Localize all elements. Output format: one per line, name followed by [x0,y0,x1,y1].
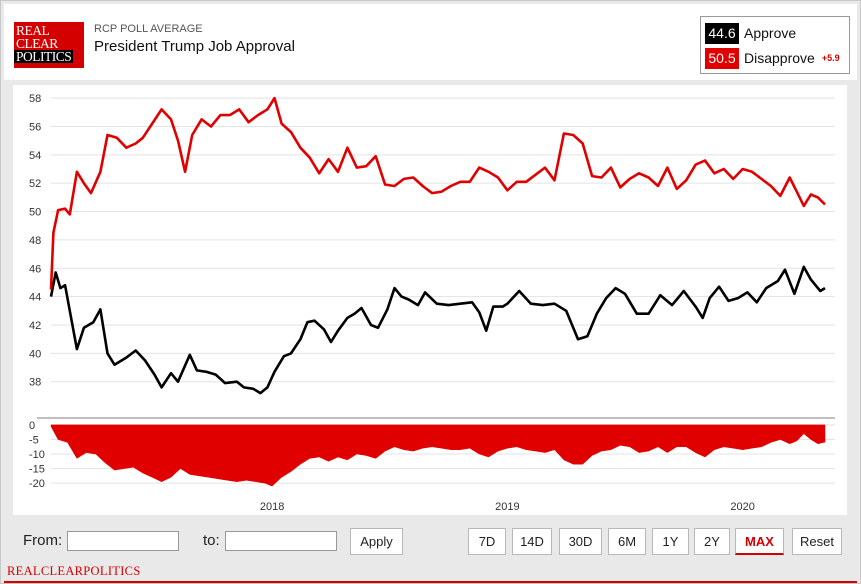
spread-y-tick-label: -20 [29,478,45,490]
disapprove-value: 50.5 [705,47,739,69]
y-tick-label: 46 [29,263,41,275]
range-1y-button[interactable]: 1Y [652,528,689,555]
logo-line-2: CLEAR [16,36,58,51]
logo-line-3: POLITICS [14,49,74,64]
chart-area[interactable]: 38 40 42 44 46 48 50 52 54 56 58 0 -5 -10 -15 -20 2018 20… [13,85,847,515]
disapprove-label: Disapprove [744,50,815,66]
y-tick-label: 56 [29,121,41,133]
range-2y-button[interactable]: 2Y [694,528,730,555]
y-tick-label: 52 [29,178,41,190]
from-date-input[interactable] [67,531,179,551]
x-tick-label: 2020 [730,501,754,513]
legend-approve: 44.6 Approve [705,22,796,44]
header: REAL CLEAR POLITICS RCP POLL AVERAGE Pre… [4,4,857,80]
approve-value: 44.6 [705,22,739,44]
range-7d-button[interactable]: 7D [468,528,506,555]
approve-series-line [49,265,826,395]
legend-disapprove: 50.5 Disapprove +5.9 [705,47,840,69]
y-tick-label: 38 [29,377,41,389]
spread-y-tick-label: 0 [29,420,35,432]
y-tick-label: 54 [29,150,41,162]
range-30d-button[interactable]: 30D [559,528,602,555]
y-tick-label: 40 [29,348,41,360]
to-date-input[interactable] [225,531,337,551]
legend-box: 44.6 Approve 50.5 Disapprove +5.9 [700,16,850,74]
footer-brand[interactable]: REALCLEARPOLITICS [7,564,141,578]
to-label: to: [203,532,220,549]
spread-y-tick-label: -15 [29,464,45,476]
rcp-logo[interactable]: REAL CLEAR POLITICS [14,22,84,68]
y-tick-label: 48 [29,235,41,247]
y-tick-label: 50 [29,207,41,219]
range-max-button[interactable]: MAX [735,528,784,555]
logo-line-1: REAL [16,23,50,38]
spread-value: +5.9 [821,53,840,63]
y-tick-label: 44 [29,292,41,304]
apply-button[interactable]: Apply [350,528,403,555]
spread-y-tick-label: -5 [29,434,39,446]
disapprove-series-line [49,96,826,290]
footer-rule [4,581,857,583]
y-tick-label: 42 [29,320,41,332]
spread-y-tick-label: -10 [29,449,45,461]
from-label: From: [23,532,63,549]
chart-svg: 38 40 42 44 46 48 50 52 54 56 58 0 -5 -10 -15 -20 2018 20… [29,93,835,513]
approve-label: Approve [744,25,797,41]
x-tick-label: 2018 [260,501,284,513]
y-tick-label: 58 [29,93,41,105]
range-6m-button[interactable]: 6M [608,528,646,555]
spread-area [50,424,826,487]
chart-kicker: RCP POLL AVERAGE [94,23,203,35]
range-14d-button[interactable]: 14D [512,528,552,555]
chart-title: President Trump Job Approval [94,38,295,55]
range-controls: From: to: Apply 7D 14D 30D 6M 1Y 2Y MAX … [13,525,847,559]
reset-button[interactable]: Reset [792,528,842,555]
x-tick-label: 2019 [495,501,519,513]
